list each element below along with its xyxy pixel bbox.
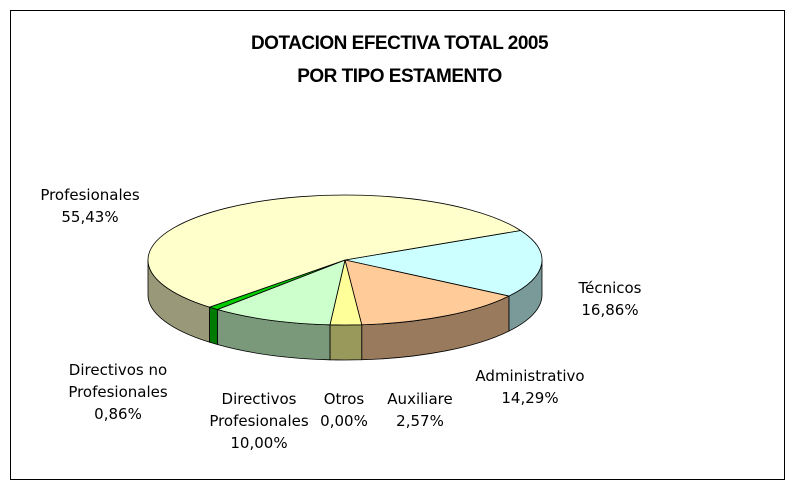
label-name: Directivos no Profesionales <box>68 361 168 401</box>
slice <box>344 230 543 297</box>
label-value: 55,43% <box>61 208 119 226</box>
data-label: Profesionales 55,43% <box>20 184 160 228</box>
label-name: Técnicos <box>578 279 642 297</box>
slice-side <box>329 324 363 361</box>
label-value: 0,86% <box>94 405 142 423</box>
data-label: Otros 0,00% <box>318 388 370 432</box>
label-name: Administrativo <box>475 367 585 385</box>
slice <box>147 194 522 308</box>
label-value: 10,00% <box>230 434 288 452</box>
data-label: Auxiliare 2,57% <box>380 388 460 432</box>
data-label: Administrativo 14,29% <box>470 365 590 409</box>
chart <box>147 194 543 361</box>
slice <box>216 259 346 326</box>
label-name: Profesionales <box>40 186 140 204</box>
data-label: Directivos no Profesionales 0,86% <box>40 359 196 425</box>
chart-title: DOTACION EFECTIVA TOTAL 2005 <box>250 33 549 54</box>
label-value: 16,86% <box>581 301 639 319</box>
label-value: 2,57% <box>396 412 444 430</box>
slice <box>344 259 511 326</box>
label-name: Directivos Profesionales <box>209 390 309 430</box>
label-name: Auxiliare <box>387 390 453 408</box>
page: DOTACION EFECTIVA TOTAL 2005 POR TIPO ES… <box>10 10 785 480</box>
label-value: 14,29% <box>501 389 559 407</box>
data-label: Directivos Profesionales 10,00% <box>200 388 318 454</box>
chart-subtitle: POR TIPO ESTAMENTO <box>297 66 502 87</box>
label-value: 0,00% <box>320 412 368 430</box>
label-name: Otros <box>323 390 365 408</box>
data-label: Técnicos 16,86% <box>570 277 650 321</box>
slice-side <box>209 306 218 346</box>
